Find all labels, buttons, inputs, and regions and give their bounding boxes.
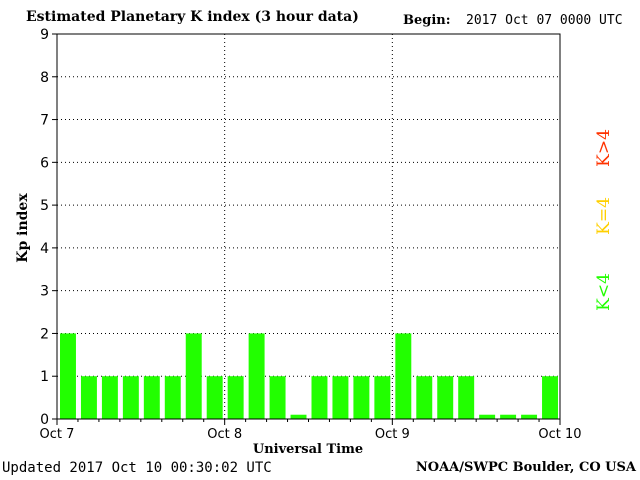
updated-timestamp: Updated 2017 Oct 10 00:30:02 UTC <box>2 460 272 476</box>
y-tick-label: 9 <box>40 27 49 43</box>
y-tick-label: 7 <box>40 113 49 129</box>
kp-bar-oct-9-03 <box>416 376 433 419</box>
chart-title: Estimated Planetary K index (3 hour data… <box>26 9 359 25</box>
x-axis-label: Universal Time <box>253 442 363 457</box>
y-tick-label: 4 <box>40 241 49 257</box>
kp-bar-oct-8-06 <box>269 376 286 419</box>
kp-bar-oct-8-15 <box>332 376 349 419</box>
kp-bar-oct-7-06 <box>101 376 118 419</box>
y-tick-label: 2 <box>40 326 49 342</box>
x-tick-label: Oct 8 <box>207 427 242 442</box>
plot-frame <box>56 33 561 420</box>
kp-bar-oct-8-03 <box>248 333 265 419</box>
source-credit: NOAA/SWPC Boulder, CO USA <box>415 460 636 475</box>
kp-bar-oct-7-09 <box>122 376 139 419</box>
kp-bar-oct-7-00 <box>60 333 76 419</box>
kp-bar-oct-9-18 <box>521 414 538 419</box>
kp-bar-oct-9-12 <box>479 414 496 419</box>
grid-layer <box>57 34 560 419</box>
y-tick-label: 3 <box>40 284 49 300</box>
x-tick-label: Oct 10 <box>538 427 581 442</box>
y-tick-label: 6 <box>40 155 49 171</box>
y-tick-label: 5 <box>40 198 49 214</box>
kp-bar-oct-9-06 <box>437 376 454 419</box>
kp-bar-oct-9-09 <box>458 376 475 419</box>
kp-bar-oct-8-12 <box>311 376 328 419</box>
legend: K>4 K=4 K<4 <box>594 129 614 311</box>
kp-bar-oct-8-00 <box>227 376 244 419</box>
x-tick-label: Oct 7 <box>40 427 75 442</box>
kp-bar-oct-7-15 <box>164 376 181 419</box>
kp-bar-oct-8-21 <box>374 376 391 419</box>
y-tick-label: 8 <box>40 70 49 86</box>
x-tick-labels: Oct 7 Oct 8 Oct 9 Oct 10 <box>40 419 582 442</box>
kp-bar-oct-8-18 <box>353 376 370 419</box>
legend-storm-label: K>4 <box>594 129 614 167</box>
kp-bar-oct-7-03 <box>80 376 97 419</box>
kp-bar-oct-7-18 <box>185 333 202 419</box>
y-tick-label: 1 <box>40 369 49 385</box>
kp-bar-oct-9-21 <box>542 376 558 419</box>
begin-value: 2017 Oct 07 0000 UTC <box>466 13 623 28</box>
kp-bar-oct-7-12 <box>143 376 160 419</box>
bar-layer <box>60 333 558 419</box>
x-tick-label: Oct 9 <box>375 427 410 442</box>
y-tick-labels: 0 1 2 3 4 5 6 7 8 9 <box>40 27 57 428</box>
legend-threshold-label: K=4 <box>594 197 614 235</box>
kp-bar-oct-9-00 <box>395 333 412 419</box>
legend-quiet-label: K<4 <box>594 273 614 311</box>
kp-bar-oct-8-09 <box>290 414 307 419</box>
kp-bar-oct-9-15 <box>500 414 517 419</box>
y-tick-label: 0 <box>40 412 49 428</box>
y-axis-label: Kp index <box>15 193 31 263</box>
begin-label: Begin: <box>403 13 451 28</box>
kp-bar-oct-7-21 <box>206 376 223 419</box>
